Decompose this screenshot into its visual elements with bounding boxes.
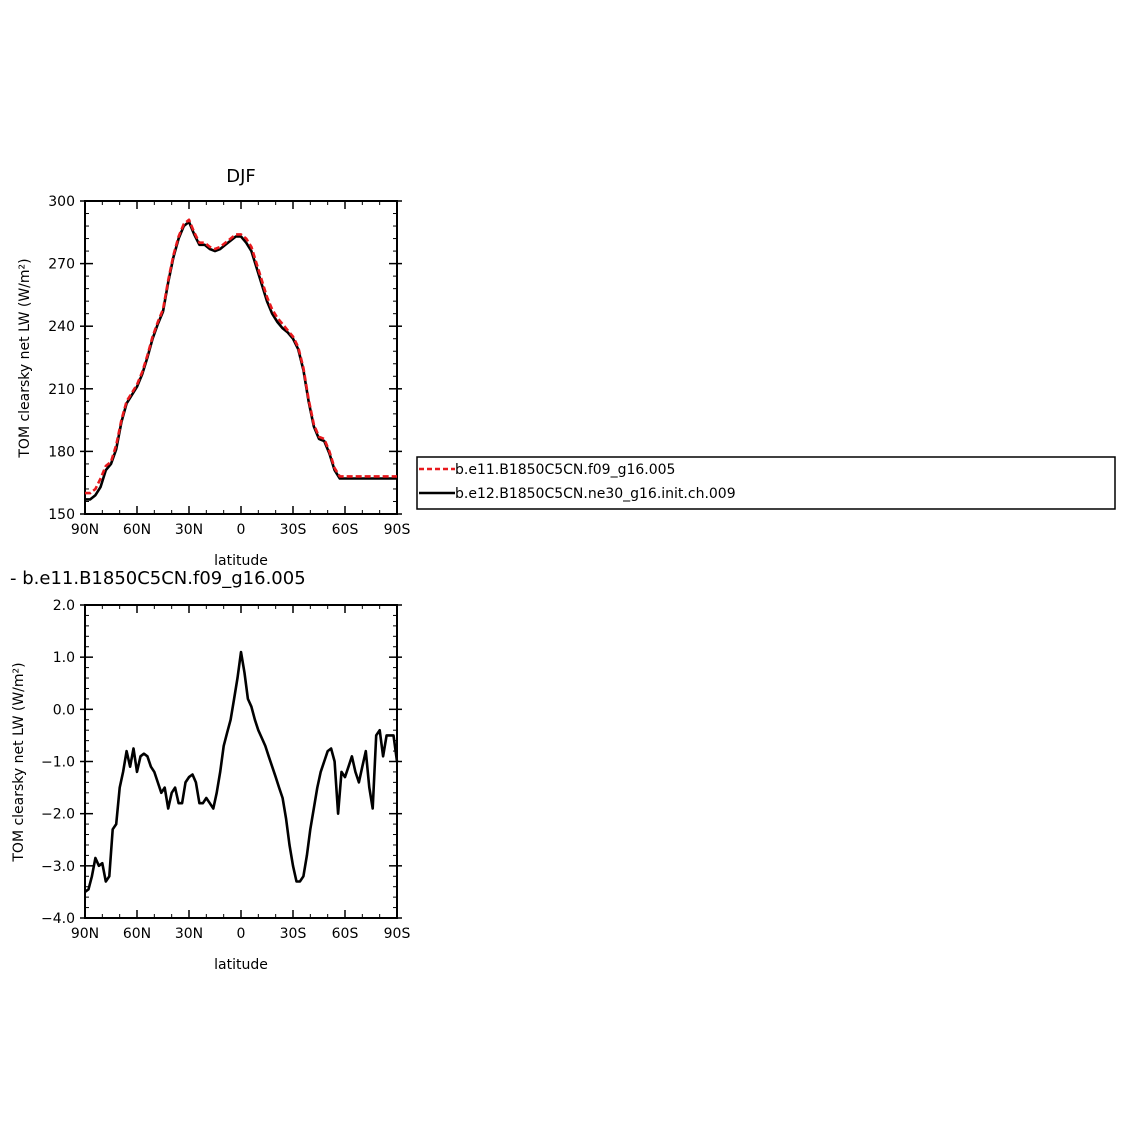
top-x-tick-label: 0	[237, 522, 246, 538]
bottom-y-tick-label: 2.0	[53, 598, 75, 614]
bottom-x-tick-label: 90N	[71, 926, 99, 942]
legend-box	[416, 456, 1116, 510]
top-y-tick-label: 180	[48, 444, 75, 460]
bottom-y-tick-label: 0.0	[53, 702, 75, 718]
bottom-x-tick-label: 30N	[175, 926, 203, 942]
top-x-tick-label: 60N	[123, 522, 151, 538]
top-x-tick-label: 90N	[71, 522, 99, 538]
legend: b.e11.B1850C5CN.f09_g16.005 b.e12.B1850C…	[416, 456, 1116, 510]
top-y-tick-label: 270	[48, 257, 75, 273]
top-y-tick-label: 210	[48, 382, 75, 398]
legend-label-series-2: b.e12.B1850C5CN.ne30_g16.init.ch.009	[455, 486, 736, 502]
bottom-x-tick-label: 90S	[384, 926, 411, 942]
bottom-y-axis-title: TOM clearsky net LW (W/m²)	[11, 662, 27, 862]
bottom-x-tick-label: 60N	[123, 926, 151, 942]
top-panel: DJF 90N 60N 30N 0 30S 60S 90S 150 180 210 240 270 30…	[17, 166, 410, 569]
bottom-title: - b.e11.B1850C5CN.f09_g16.005	[10, 568, 306, 589]
top-y-tick-label: 240	[48, 319, 75, 335]
bottom-ticks: 90N 60N 30N 0 30S 60S 90S −4.0 −3.0 −2.0 −1.0 0.0 1.…	[41, 598, 410, 942]
bottom-y-tick-label: −3.0	[41, 859, 75, 875]
bottom-x-tick-label: 30S	[280, 926, 307, 942]
bottom-y-tick-label: −4.0	[41, 911, 75, 927]
top-series-line-2	[85, 218, 397, 495]
top-y-tick-label: 150	[48, 507, 75, 523]
bottom-series-layer	[84, 650, 399, 893]
bottom-panel: - b.e11.B1850C5CN.f09_g16.005 90N 60N 30N 0…	[10, 568, 410, 973]
top-plot-frame	[84, 200, 398, 515]
top-x-tick-label: 30S	[280, 522, 307, 538]
legend-label-series-1: b.e11.B1850C5CN.f09_g16.005	[455, 462, 675, 478]
top-x-axis-title: latitude	[214, 553, 268, 569]
bottom-series-line-1	[84, 650, 399, 893]
top-y-tick-label: 300	[48, 194, 75, 210]
top-ticks: 90N 60N 30N 0 30S 60S 90S 150 180 210 240 270 300	[48, 194, 410, 538]
bottom-y-tick-label: 1.0	[53, 650, 75, 666]
top-y-axis-title: TOM clearsky net LW (W/m²)	[17, 258, 33, 458]
bottom-x-axis-title: latitude	[214, 957, 268, 973]
top-x-tick-label: 30N	[175, 522, 203, 538]
top-title: DJF	[226, 166, 256, 187]
bottom-x-tick-label: 60S	[332, 926, 359, 942]
top-series-line-1	[85, 220, 397, 501]
bottom-y-tick-label: −2.0	[41, 807, 75, 823]
bottom-x-tick-label: 0	[237, 926, 246, 942]
bottom-y-tick-label: −1.0	[41, 755, 75, 771]
top-x-tick-label: 60S	[332, 522, 359, 538]
top-series-layer	[85, 218, 397, 501]
top-x-tick-label: 90S	[384, 522, 411, 538]
